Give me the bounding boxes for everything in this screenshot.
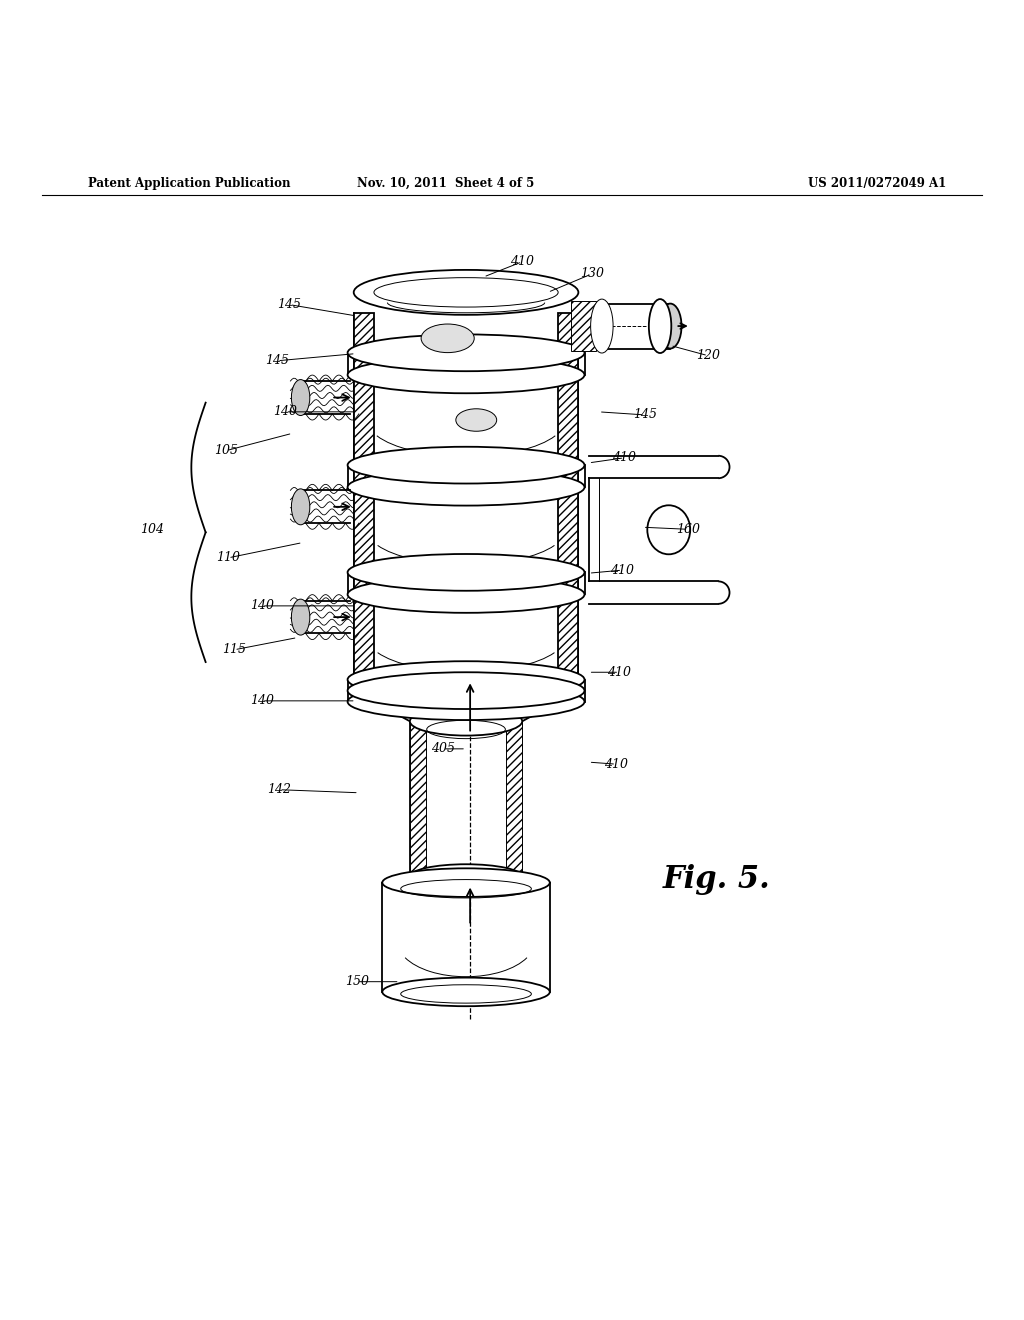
Bar xyxy=(506,721,522,876)
Ellipse shape xyxy=(382,869,550,896)
Ellipse shape xyxy=(347,334,585,371)
Ellipse shape xyxy=(382,978,550,1006)
Text: 150: 150 xyxy=(345,975,369,989)
Bar xyxy=(571,301,596,351)
Ellipse shape xyxy=(347,576,585,612)
Text: 140: 140 xyxy=(250,599,273,612)
Bar xyxy=(558,313,579,690)
Ellipse shape xyxy=(347,672,585,709)
Text: 145: 145 xyxy=(633,408,656,421)
Text: 140: 140 xyxy=(250,694,273,708)
Ellipse shape xyxy=(591,300,613,352)
Ellipse shape xyxy=(410,708,522,735)
Ellipse shape xyxy=(347,356,585,393)
Text: 142: 142 xyxy=(267,783,291,796)
Ellipse shape xyxy=(292,599,310,635)
Text: 145: 145 xyxy=(265,354,289,367)
Ellipse shape xyxy=(659,304,682,348)
Ellipse shape xyxy=(347,554,585,591)
Text: 405: 405 xyxy=(430,742,455,755)
Text: 140: 140 xyxy=(273,405,297,418)
Text: 110: 110 xyxy=(216,552,240,565)
Ellipse shape xyxy=(410,865,522,888)
Text: Nov. 10, 2011  Sheet 4 of 5: Nov. 10, 2011 Sheet 4 of 5 xyxy=(357,177,535,190)
Text: 145: 145 xyxy=(278,298,301,312)
Text: Patent Application Publication: Patent Application Publication xyxy=(88,177,291,190)
Ellipse shape xyxy=(647,506,690,554)
Ellipse shape xyxy=(347,661,585,698)
Ellipse shape xyxy=(347,684,585,719)
Text: 160: 160 xyxy=(676,523,699,536)
Text: Fig. 5.: Fig. 5. xyxy=(663,865,770,895)
Text: US 2011/0272049 A1: US 2011/0272049 A1 xyxy=(808,177,946,190)
Text: 130: 130 xyxy=(580,268,604,280)
Ellipse shape xyxy=(649,300,672,352)
Text: 104: 104 xyxy=(140,523,165,536)
Text: 410: 410 xyxy=(610,564,634,577)
Bar xyxy=(353,313,374,690)
Bar xyxy=(410,721,426,876)
Text: 120: 120 xyxy=(696,350,720,362)
Text: 115: 115 xyxy=(222,643,246,656)
Ellipse shape xyxy=(353,269,579,315)
Text: 410: 410 xyxy=(604,758,628,771)
Ellipse shape xyxy=(292,488,310,525)
Ellipse shape xyxy=(421,323,474,352)
Ellipse shape xyxy=(456,409,497,432)
Ellipse shape xyxy=(292,380,310,416)
Text: 410: 410 xyxy=(510,255,535,268)
Text: 105: 105 xyxy=(214,444,238,457)
Text: 410: 410 xyxy=(607,665,631,678)
Text: 410: 410 xyxy=(612,451,636,465)
Ellipse shape xyxy=(347,446,585,483)
Ellipse shape xyxy=(347,469,585,506)
